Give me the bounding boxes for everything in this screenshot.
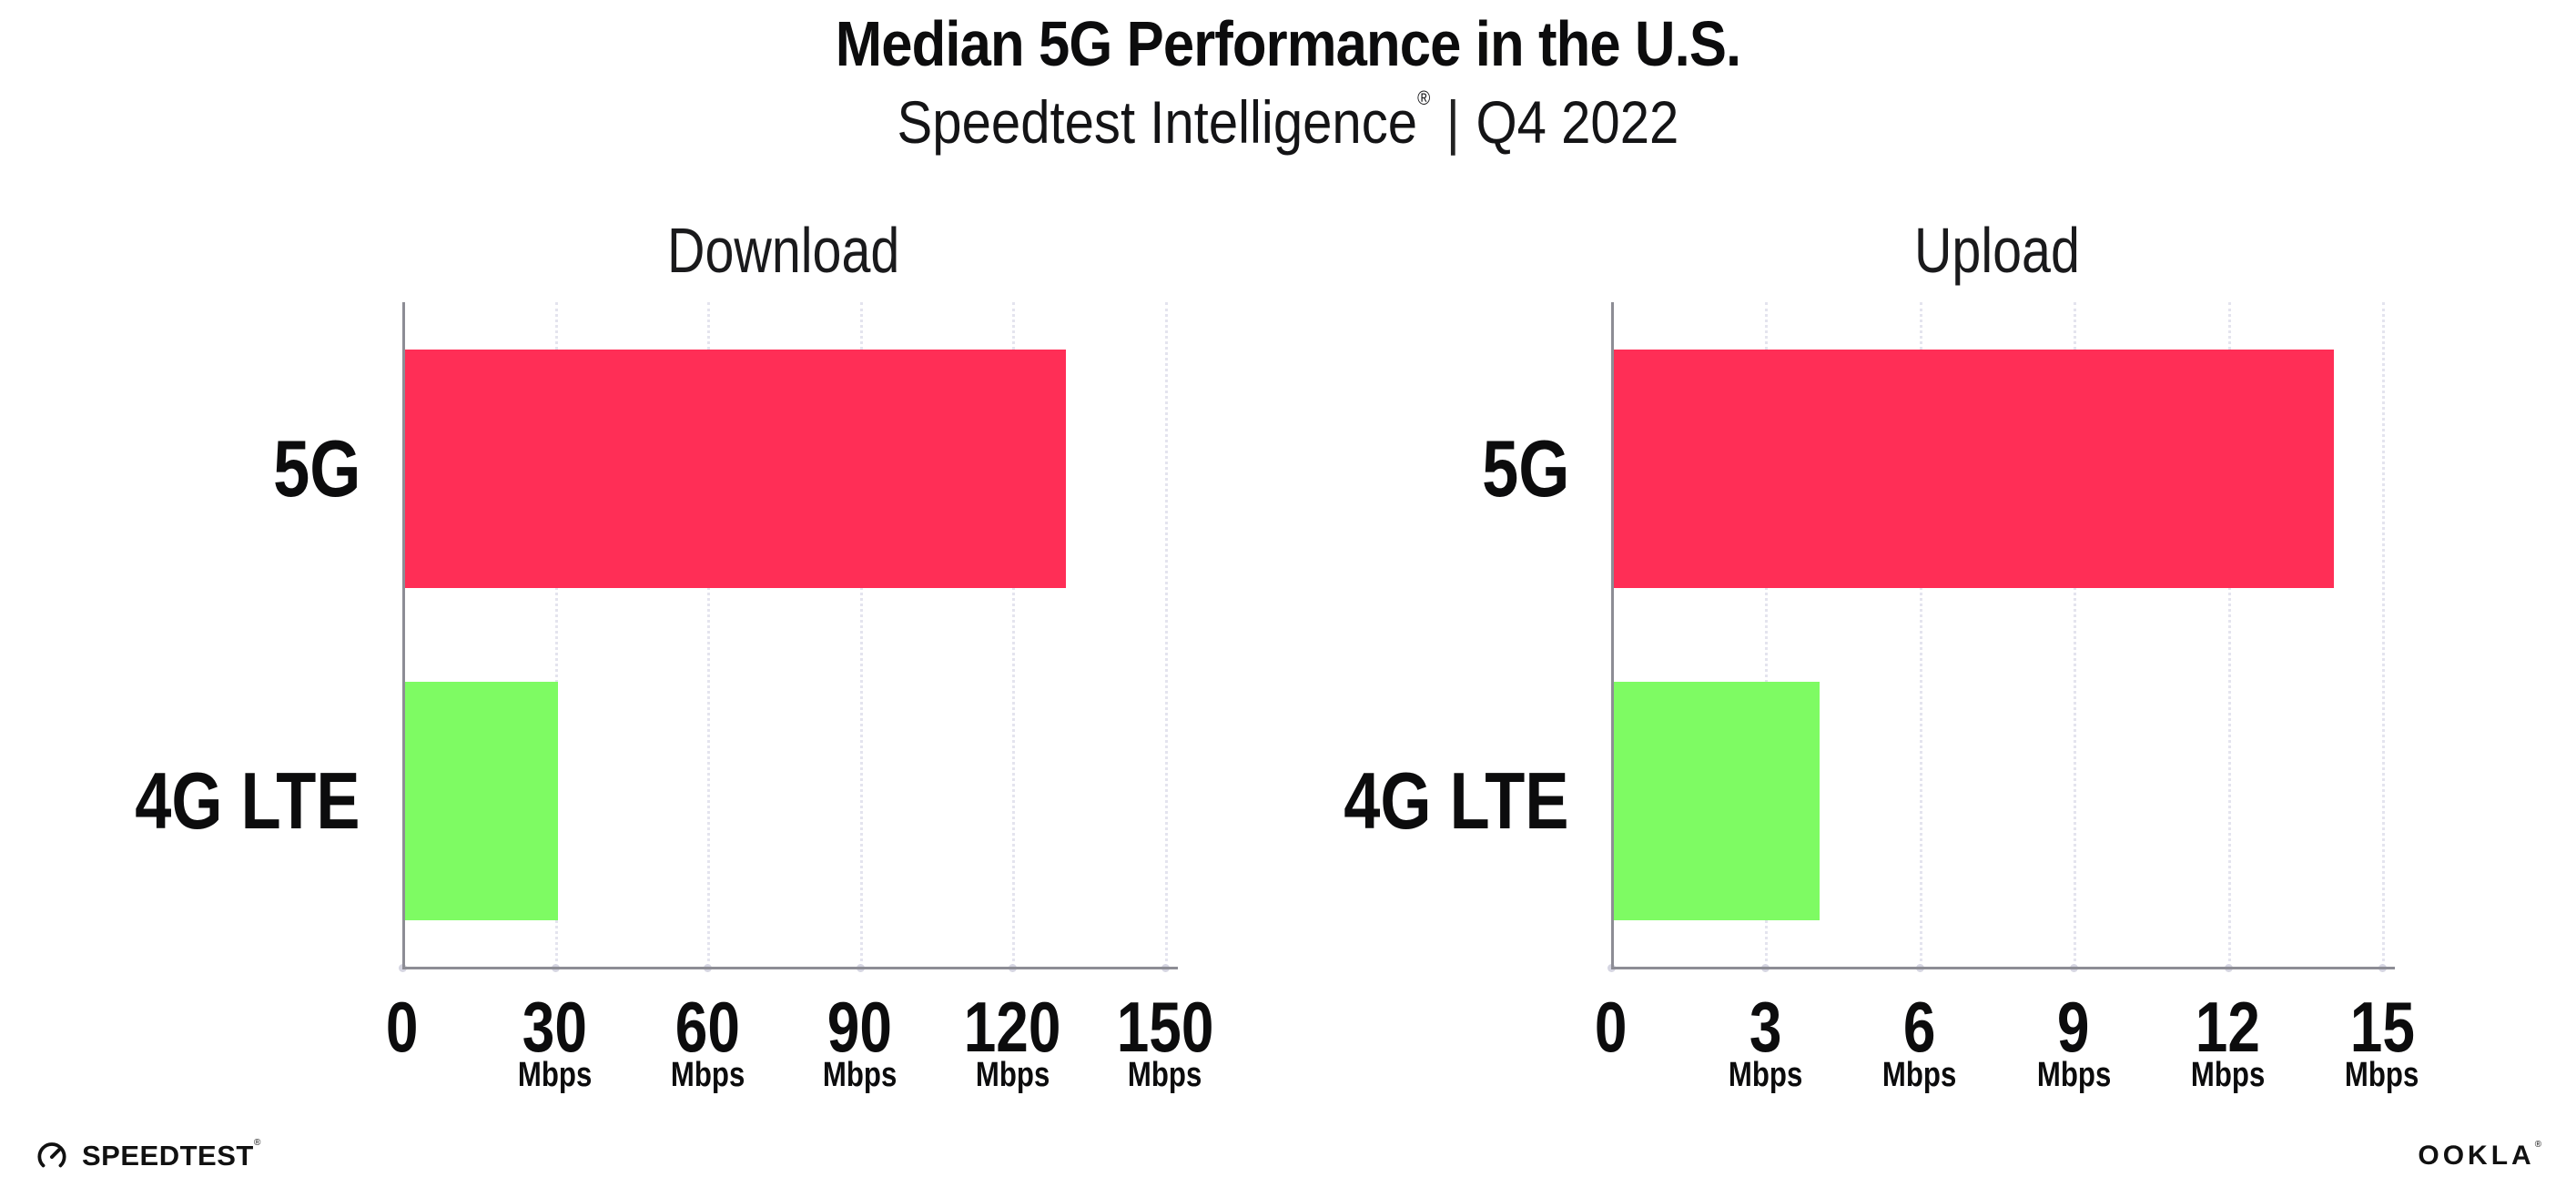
tick-label: 150 <box>1029 991 1302 1062</box>
chart-title: Upload <box>1611 218 2382 282</box>
page-subtitle-text: Speedtest Intelligence® | Q4 2022 <box>897 87 1679 156</box>
tick-label: 15 <box>2246 991 2519 1062</box>
gridline <box>554 302 558 968</box>
subtitle-brand: Speedtest Intelligence <box>897 88 1418 156</box>
tick-label: 9 <box>1937 991 2210 1062</box>
ookla-wordmark-text: OOKLA <box>2418 1141 2535 1171</box>
speedtest-logo: SPEEDTEST® <box>33 1137 261 1175</box>
speedtest-wordmark-text: SPEEDTEST <box>82 1140 254 1172</box>
tick-unit-text: Mbps <box>1128 1056 1202 1094</box>
x-axis <box>1611 967 2395 969</box>
speedtest-registered-mark: ® <box>253 1138 261 1149</box>
tick-label-text: 0 <box>386 987 419 1067</box>
gridline <box>2227 302 2231 968</box>
tick-label-text: 60 <box>674 987 740 1067</box>
tick-label-text: 15 <box>2349 987 2415 1067</box>
tick-unit-text: Mbps <box>2036 1056 2111 1094</box>
subtitle-divider: | <box>1445 88 1460 156</box>
y-axis <box>402 302 405 968</box>
tick-label-text: 90 <box>827 987 893 1067</box>
tick-label: 12 <box>2092 991 2365 1062</box>
category-label-text: 5G <box>1481 422 1569 513</box>
chart-panel-upload: Upload 0 3 Mbps 6 Mbps 9 Mbps 12 Mbps 15 Mbps 5G 4G L… <box>1344 218 2419 1092</box>
chart-title-text: Download <box>667 215 900 286</box>
tick-unit-text: Mbps <box>2345 1056 2419 1094</box>
chart-title: Download <box>402 218 1165 282</box>
gridline <box>2382 302 2385 968</box>
tick-label: 90 <box>724 991 997 1062</box>
tick-label: 3 <box>1628 991 1902 1062</box>
gridline <box>1012 302 1016 968</box>
tick-label-text: 6 <box>1902 987 1936 1067</box>
category-label-text: 4G LTE <box>135 756 360 847</box>
tick-unit: Mbps <box>419 1058 692 1092</box>
tick-label-text: 0 <box>1595 987 1628 1067</box>
tick-label: 30 <box>419 991 692 1062</box>
gridline <box>707 302 711 968</box>
tick-label-text: 12 <box>2196 987 2261 1067</box>
tick-unit: Mbps <box>1937 1058 2210 1092</box>
page-subtitle: Speedtest Intelligence® | Q4 2022 <box>0 87 2576 156</box>
chart-title-text: Upload <box>1913 215 2080 286</box>
category-label: 5G <box>1205 422 1569 513</box>
gridline <box>1919 302 1922 968</box>
tick-unit-text: Mbps <box>670 1056 745 1094</box>
category-label: 4G LTE <box>1205 761 1569 841</box>
tick-label-text: 120 <box>964 987 1061 1067</box>
tick-unit: Mbps <box>2092 1058 2365 1092</box>
page-title-text: Median 5G Performance in the U.S. <box>835 8 1741 79</box>
subtitle-period: Q4 2022 <box>1476 88 1679 156</box>
tick-label-text: 3 <box>1749 987 1782 1067</box>
gridline <box>1165 302 1168 968</box>
tick-unit: Mbps <box>1628 1058 1902 1092</box>
tick-unit-text: Mbps <box>975 1056 1050 1094</box>
gridline <box>2074 302 2077 968</box>
gridline <box>1765 302 1769 968</box>
bar-5g <box>1614 349 2334 588</box>
tick-unit-text: Mbps <box>1882 1056 1957 1094</box>
tick-label: 6 <box>1783 991 2056 1062</box>
bar-5g <box>405 349 1067 588</box>
category-label-text: 5G <box>272 422 360 513</box>
tick-label-text: 30 <box>522 987 588 1067</box>
tick-label: 60 <box>571 991 844 1062</box>
ookla-registered-mark: ® <box>2534 1139 2545 1150</box>
tick-unit: Mbps <box>2246 1058 2519 1092</box>
tick-unit-text: Mbps <box>517 1056 593 1094</box>
tick-unit-text: Mbps <box>2190 1056 2266 1094</box>
page-title: Median 5G Performance in the U.S. <box>0 8 2576 79</box>
category-label: 5G <box>0 422 360 513</box>
bar-4g-lte <box>1614 682 1820 921</box>
speedtest-gauge-icon <box>37 1142 66 1168</box>
tick-unit: Mbps <box>571 1058 844 1092</box>
category-label-text: 4G LTE <box>1344 756 1569 847</box>
category-label: 4G LTE <box>0 761 360 841</box>
tick-unit: Mbps <box>1783 1058 2056 1092</box>
x-axis <box>402 967 1178 969</box>
tick-label-text: 9 <box>2057 987 2090 1067</box>
ookla-logo: OOKLA® <box>2418 1139 2545 1172</box>
tick-unit: Mbps <box>1029 1058 1302 1092</box>
tick-unit-text: Mbps <box>1728 1056 1803 1094</box>
tick-unit: Mbps <box>724 1058 997 1092</box>
tick-unit: Mbps <box>876 1058 1149 1092</box>
bar-4g-lte <box>405 682 558 921</box>
tick-unit-text: Mbps <box>823 1056 898 1094</box>
speedtest-wordmark: SPEEDTEST® <box>82 1138 261 1172</box>
chart-panel-download: Download 0 30 Mbps 60 Mbps 90 Mbps 120 Mbps 150 Mbp… <box>136 218 1214 1092</box>
tick-label-text: 150 <box>1116 987 1214 1067</box>
gridline <box>859 302 863 968</box>
tick-label: 0 <box>266 991 539 1062</box>
y-axis <box>1611 302 1614 968</box>
tick-label: 120 <box>876 991 1149 1062</box>
tick-label: 0 <box>1475 991 1748 1062</box>
registered-mark: ® <box>1417 86 1431 109</box>
